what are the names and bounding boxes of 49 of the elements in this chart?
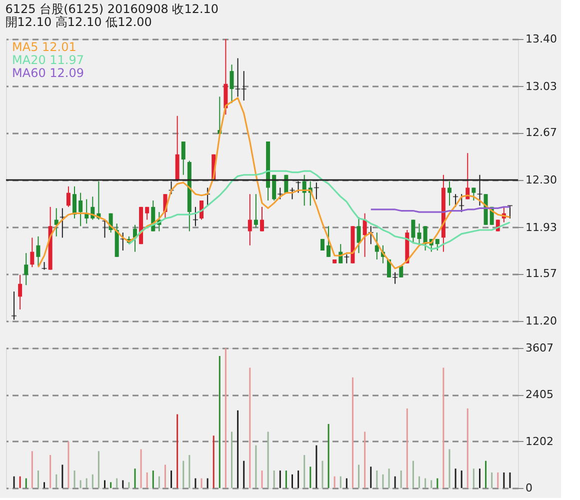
candlestick [36, 236, 40, 266]
y-tick-label: 11.57 [526, 267, 557, 280]
chart-subtitle: 開12.10 高12.10 低12.00 [5, 15, 152, 29]
y-tick-label: 0 [526, 482, 532, 494]
candlestick [507, 205, 512, 219]
candlestick [24, 252, 28, 286]
y-tick-label: 1202 [526, 434, 554, 448]
y-tick-label: 12.67 [526, 126, 557, 140]
candlestick [423, 226, 428, 251]
candlestick [72, 186, 77, 219]
candlestick [417, 223, 422, 246]
candlestick [411, 219, 416, 244]
y-tick-label: 13.03 [526, 80, 557, 93]
candlestick [145, 206, 150, 220]
y-tick-label: 11.93 [526, 220, 557, 234]
candlestick [392, 272, 398, 284]
candlestick [472, 187, 476, 202]
candlestick [248, 194, 252, 246]
candlestick [192, 206, 198, 227]
candlestick [54, 208, 58, 237]
text: MA20 11.97 [12, 53, 84, 67]
candlestick [278, 187, 283, 200]
y-tick-label: 2405 [526, 388, 554, 402]
candlestick [30, 237, 34, 268]
candlestick [374, 232, 379, 260]
candlestick [66, 186, 70, 208]
line-series [128, 170, 511, 250]
chart-title: 6125 台股(6125) 20160908 收12.10 [5, 2, 219, 16]
candlestick [453, 194, 458, 208]
y-tick-label: 3607 [526, 342, 554, 354]
candlestick [230, 64, 234, 104]
candlestick [260, 206, 264, 232]
candlestick [18, 274, 22, 310]
candlestick [447, 180, 452, 206]
y-tick-label: 12.30 [526, 174, 557, 186]
candlestick [254, 194, 258, 228]
text: MA60 12.09 [12, 66, 84, 80]
candlestick [362, 212, 367, 258]
candlestick [12, 291, 17, 320]
y-tick-label: 13.40 [526, 32, 557, 46]
candlestick [459, 194, 464, 213]
candlestick [356, 216, 361, 254]
candlestick [290, 187, 295, 200]
candlestick [78, 192, 83, 227]
y-tick-label: 11.20 [526, 314, 557, 328]
line-series [37, 97, 511, 270]
candlestick [181, 141, 186, 176]
text: MA5 12.01 [12, 40, 76, 54]
candlestick [326, 226, 331, 258]
